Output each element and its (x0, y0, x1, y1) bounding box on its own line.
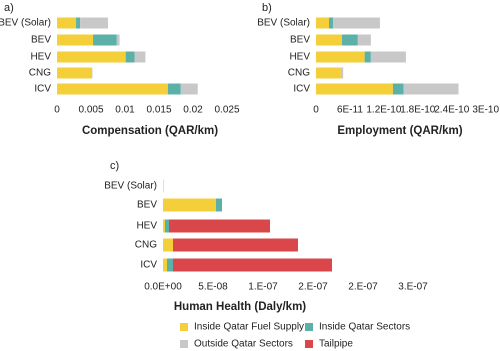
bar-segment: Inside Qatar Sectors (76, 17, 81, 29)
category-label: BEV (137, 200, 157, 211)
x-tick-label: 1.E-07 (248, 282, 278, 293)
bar-segment: Tailpipe (173, 258, 332, 272)
x-tick-label: 0.005 (78, 105, 103, 116)
x-tick-label: 2.4E-10 (434, 105, 469, 116)
bar-segment: Inside Qatar Sectors (165, 219, 169, 233)
bar-segment: Inside Qatar Sectors (216, 198, 222, 212)
bar-segment: Inside Qatar Fuel Supply (57, 67, 91, 79)
x-tick-label: 0.015 (146, 105, 171, 116)
bar-segment: Outside Qatar Sectors (80, 17, 108, 29)
category-label: CNG (288, 68, 310, 79)
category-label: ICV (293, 84, 310, 95)
legend-swatch (180, 340, 188, 348)
panel-label: a) (4, 2, 14, 14)
panel-label: b) (262, 2, 272, 14)
bar-segment: Inside Qatar Fuel Supply (316, 17, 330, 29)
legend-label: Inside Qatar Fuel Supply (194, 322, 304, 333)
bar-segment: Outside Qatar Sectors (340, 67, 344, 79)
bar-segment: Inside Qatar Fuel Supply (316, 51, 365, 63)
bar-segment: Inside Qatar Sectors (125, 51, 135, 63)
bar-segment: Inside Qatar Fuel Supply (57, 51, 126, 63)
bar-segment: Tailpipe (173, 238, 298, 252)
category-label: BEV (Solar) (257, 18, 310, 29)
bar-segment: Outside Qatar Sectors (134, 51, 146, 63)
bar-segment: Inside Qatar Fuel Supply (163, 219, 165, 233)
panel-label: c) (110, 160, 119, 172)
x-axis-title: Employment (QAR/km) (337, 125, 462, 137)
x-axis-title: Human Health (Daly/km) (174, 301, 306, 313)
bar-segment: Outside Qatar Sectors (370, 51, 406, 63)
legend-label: Outside Qatar Sectors (194, 339, 293, 350)
bar-segment: Inside Qatar Fuel Supply (316, 34, 343, 46)
x-tick-label: 1.8E-10 (400, 105, 435, 116)
x-tick-label: 1.2E-10 (366, 105, 401, 116)
x-tick-label: 3E-10 (472, 105, 499, 116)
bar-segment: Inside Qatar Fuel Supply (163, 258, 167, 272)
legend-swatch (305, 340, 313, 348)
bar-segment: Inside Qatar Sectors (342, 34, 358, 46)
category-label: BEV (290, 35, 310, 46)
bar-segment: Inside Qatar Sectors (392, 83, 404, 95)
legend-swatch (305, 323, 313, 331)
category-label: BEV (Solar) (104, 181, 157, 192)
x-axis-title: Compensation (QAR/km) (82, 125, 218, 137)
x-tick-label: 0 (313, 105, 319, 116)
x-tick-label: 0.0E+00 (144, 282, 182, 293)
bar-segment: Inside Qatar Fuel Supply (57, 17, 77, 29)
bar-segment: Outside Qatar Sectors (332, 17, 380, 29)
x-tick-label: 6E-11 (337, 105, 363, 116)
x-tick-label: 5.E-08 (198, 282, 228, 293)
category-label: CNG (135, 240, 157, 251)
x-tick-label: 0 (54, 105, 60, 116)
bar-segment: Inside Qatar Sectors (329, 17, 333, 29)
bar-segment: Outside Qatar Sectors (91, 67, 93, 79)
category-label: ICV (140, 260, 157, 271)
category-label: HEV (289, 52, 310, 63)
category-label: BEV (Solar) (0, 18, 51, 29)
category-label: BEV (31, 35, 51, 46)
bar-segment: Inside Qatar Sectors (364, 51, 371, 63)
legend-swatch (180, 323, 188, 331)
bar-segment: Inside Qatar Sectors (167, 83, 181, 95)
legend-label: Inside Qatar Sectors (319, 322, 410, 333)
bar-segment: Inside Qatar Fuel Supply (316, 83, 393, 95)
x-tick-label: 0.025 (214, 105, 239, 116)
bar-segment: Tailpipe (169, 219, 270, 233)
category-label: CNG (29, 68, 51, 79)
bar-segment: Inside Qatar Fuel Supply (57, 34, 94, 46)
category-label: HEV (30, 52, 51, 63)
bar-segment: Outside Qatar Sectors (163, 179, 164, 193)
bar-segment: Outside Qatar Sectors (403, 83, 459, 95)
x-tick-label: 0.02 (183, 105, 203, 116)
category-label: ICV (34, 84, 51, 95)
bar-segment: Inside Qatar Fuel Supply (163, 198, 216, 212)
bar-segment: Inside Qatar Sectors (93, 34, 117, 46)
x-tick-label: 2.E-07 (298, 282, 328, 293)
x-tick-label: 2.E-07 (348, 282, 378, 293)
x-tick-label: 3.E-07 (398, 282, 428, 293)
bar-segment: Outside Qatar Sectors (357, 34, 371, 46)
bar-segment: Outside Qatar Sectors (180, 83, 198, 95)
bar-segment: Outside Qatar Sectors (116, 34, 120, 46)
legend-label: Tailpipe (319, 339, 353, 350)
category-label: HEV (136, 221, 157, 232)
x-tick-label: 0.01 (115, 105, 135, 116)
bar-segment: Inside Qatar Fuel Supply (316, 67, 341, 79)
bar-segment: Inside Qatar Fuel Supply (163, 238, 173, 252)
bar-segment: Inside Qatar Sectors (167, 258, 173, 272)
bar-segment: Inside Qatar Fuel Supply (57, 83, 168, 95)
